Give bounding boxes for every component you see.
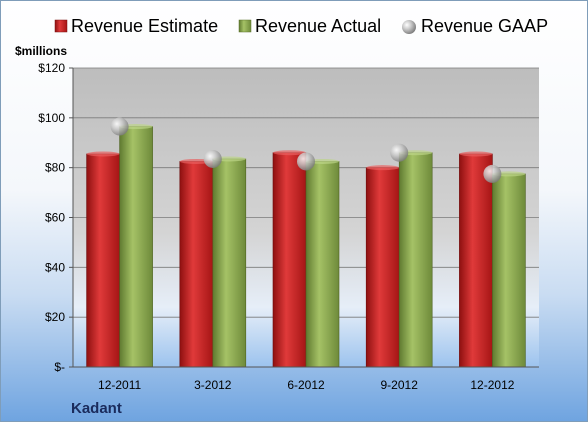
- legend: Revenue Estimate Revenue Actual Revenue …: [54, 16, 548, 36]
- legend-label-gaap: Revenue GAAP: [421, 16, 548, 36]
- bar-revenue-estimate: [86, 153, 120, 368]
- bar-revenue-actual: [398, 152, 433, 368]
- y-tick-label: $60: [45, 211, 65, 225]
- legend-label-estimate: Revenue Estimate: [71, 16, 218, 36]
- bar-revenue-actual: [492, 173, 526, 368]
- y-axis: $- $20 $40 $60 $80 $100 $120: [38, 61, 74, 374]
- y-tick-label: $20: [45, 310, 65, 324]
- y-tick-label: $120: [38, 61, 65, 75]
- x-tick-label: 12-2011: [98, 378, 141, 392]
- bar-top-estimate: [366, 165, 400, 171]
- bar-top-estimate: [86, 151, 120, 157]
- x-tick-label: 3-2012: [194, 378, 232, 392]
- bar-revenue-estimate: [365, 167, 400, 368]
- legend-swatch-actual: [238, 19, 252, 33]
- y-tick-label: $-: [54, 360, 65, 374]
- x-tick-label: 12-2012: [470, 378, 514, 392]
- y-unit-label: $millions: [15, 44, 67, 58]
- bar-top-estimate: [273, 150, 306, 156]
- gaap-points: [110, 117, 502, 183]
- bars: [86, 124, 526, 368]
- legend-swatch-estimate: [54, 19, 68, 33]
- point-revenue-gaap: [483, 164, 502, 183]
- point-revenue-gaap: [390, 143, 409, 162]
- point-revenue-gaap: [110, 117, 129, 136]
- legend-swatch-gaap: [402, 20, 416, 34]
- x-tick-label: 9-2012: [381, 378, 419, 392]
- x-tick-label: 6-2012: [287, 378, 325, 392]
- bar-revenue-actual: [212, 158, 247, 368]
- y-tick-label: $40: [45, 260, 65, 274]
- bar-revenue-estimate: [179, 161, 214, 368]
- legend-label-actual: Revenue Actual: [255, 16, 381, 36]
- bar-revenue-estimate: [272, 152, 307, 368]
- point-revenue-gaap: [203, 149, 222, 168]
- y-tick-label: $80: [45, 161, 65, 175]
- bar-revenue-actual: [119, 126, 153, 368]
- x-axis: 12-2011 3-2012 6-2012 9-2012 12-2012: [73, 366, 539, 392]
- bar-revenue-actual: [305, 161, 340, 368]
- bar-revenue-estimate: [459, 153, 493, 368]
- y-tick-label: $100: [38, 111, 65, 125]
- point-revenue-gaap: [297, 152, 315, 171]
- bar-top-estimate: [459, 151, 493, 157]
- company-label: Kadant: [71, 400, 122, 417]
